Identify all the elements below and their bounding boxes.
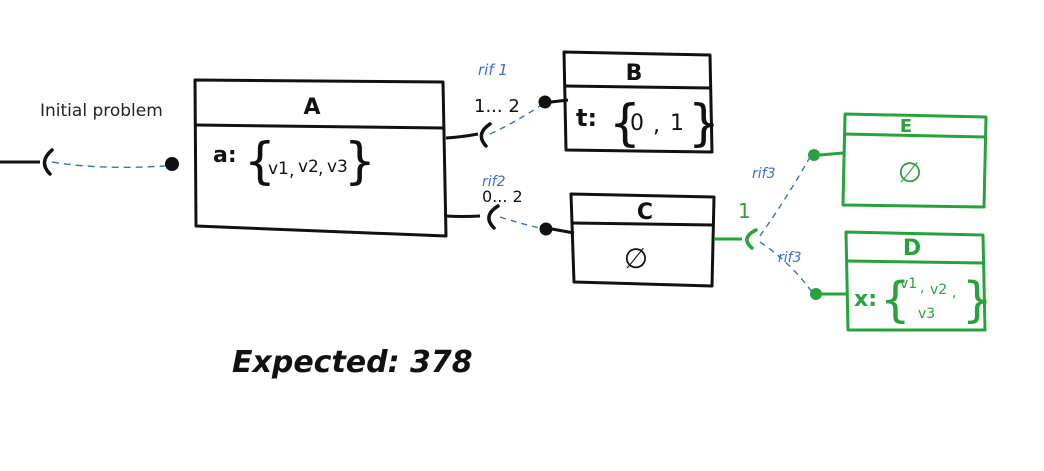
box-b-value-2: 1 — [670, 111, 684, 136]
box-a-title: A — [303, 95, 320, 120]
link-c-connector — [714, 156, 813, 293]
box-a-brace-close: } — [344, 132, 376, 190]
rif3-bottom-label: rif3 — [778, 250, 801, 266]
box-a-value-1: v1 — [268, 159, 289, 179]
box-d-comma-2: , — [952, 285, 956, 301]
box-e-empty-set: ∅ — [898, 156, 922, 189]
box-e[interactable]: E ∅ — [808, 112, 988, 209]
initial-problem-label: Initial problem — [40, 101, 163, 121]
box-d-attr-name: x: — [854, 287, 877, 312]
box-c-empty-set: ∅ — [624, 242, 648, 275]
box-e-title: E — [900, 116, 912, 137]
rif3-top-label: rif3 — [752, 166, 775, 182]
box-a-brace-open: { — [244, 132, 276, 190]
box-b-comma: , — [653, 113, 660, 138]
box-b-brace-open: { — [609, 94, 641, 152]
box-d-value-3: v3 — [918, 306, 935, 322]
box-b[interactable]: B t: { 0 , 1 } — [562, 50, 720, 154]
box-d-title: D — [903, 236, 921, 261]
box-d-value-1: v1 — [900, 276, 917, 292]
box-c-title: C — [637, 200, 653, 225]
c-multiplicity: 1 — [738, 199, 751, 223]
box-d-brace-close: } — [962, 272, 993, 328]
initial-connector — [0, 148, 179, 176]
box-b-title: B — [626, 61, 643, 86]
box-b-attr-name: t: — [576, 104, 597, 132]
box-d-value-2: v2 — [930, 282, 947, 298]
box-b-brace-close: } — [688, 94, 720, 152]
box-a-attr-name: a: — [213, 143, 237, 168]
expected-label: Expected: 378 — [232, 345, 473, 380]
box-a-value-2: v2 — [298, 157, 319, 177]
box-a[interactable]: A a: { v1 , v2 , v3 } — [193, 78, 448, 238]
box-d-comma-1: , — [920, 280, 924, 296]
box-a-comma-1: , — [289, 161, 294, 181]
link-a-to-c — [445, 204, 575, 236]
box-c[interactable]: C ∅ — [569, 192, 716, 288]
box-b-value-1: 0 — [630, 111, 644, 136]
box-a-comma-2: , — [318, 159, 323, 179]
box-d[interactable]: D x: { v1 , v2 , v3 } — [810, 230, 993, 332]
rif1-label: rif 1 — [478, 61, 508, 79]
rif1-multiplicity: 1... 2 — [474, 96, 520, 117]
rif2-label: rif2 — [482, 174, 506, 190]
box-d-brace-open: { — [880, 272, 911, 328]
rif2-multiplicity: 0... 2 — [482, 187, 523, 206]
link-a-to-b — [445, 95, 569, 148]
box-a-value-3: v3 — [327, 157, 348, 177]
